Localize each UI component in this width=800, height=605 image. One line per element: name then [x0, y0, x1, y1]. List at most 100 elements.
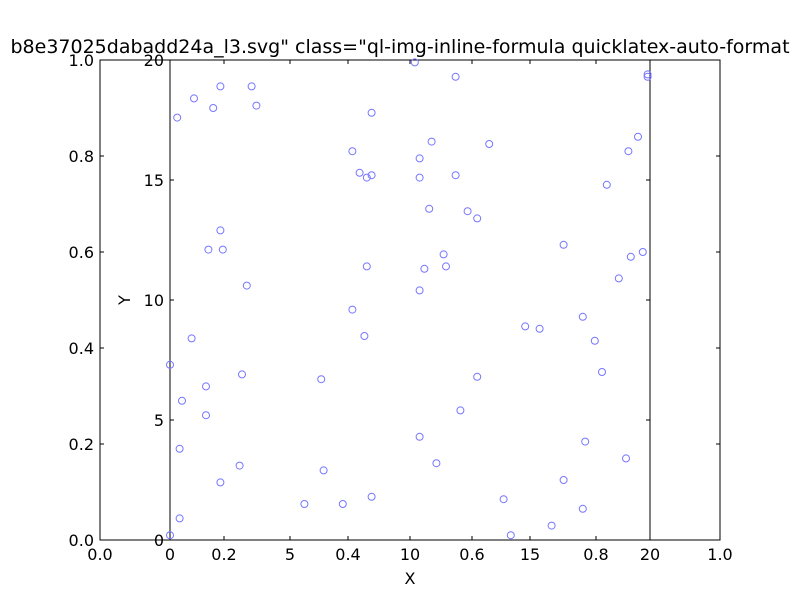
data-point	[499, 495, 508, 504]
data-point	[643, 72, 652, 81]
background-x-tick-label: 0.4	[335, 545, 360, 564]
data-point	[626, 252, 635, 261]
data-point	[175, 514, 184, 523]
data-point	[456, 406, 465, 415]
background-x-tick-label: 1.0	[707, 545, 732, 564]
data-point	[209, 104, 218, 112]
data-point	[415, 286, 424, 295]
data-point	[521, 322, 530, 331]
chart-title: b8e37025dabadd24a_l3.svg" class="ql-img-…	[10, 36, 789, 58]
y-tick-label: 20	[144, 51, 164, 70]
background-x-tick-label: 0.2	[211, 545, 236, 564]
data-point	[634, 132, 642, 141]
data-point	[360, 332, 369, 340]
background-x-tick-label: 0.6	[459, 545, 484, 564]
data-point	[643, 70, 652, 79]
data-point	[547, 521, 556, 530]
data-point	[300, 500, 309, 508]
background-y-tick-label: 0.0	[69, 531, 94, 550]
data-point	[187, 334, 196, 343]
data-point	[252, 101, 261, 110]
data-point	[367, 171, 376, 180]
data-point	[439, 250, 448, 259]
x-tick-label: 10	[400, 545, 420, 564]
data-point	[578, 504, 587, 513]
background-y-tick-label: 1.0	[69, 51, 94, 70]
data-point	[425, 204, 434, 213]
data-point	[506, 531, 515, 540]
data-point	[202, 382, 210, 391]
data-point	[317, 375, 326, 384]
data-point	[367, 492, 376, 501]
data-point	[415, 154, 424, 163]
background-y-tick-label: 0.2	[69, 435, 94, 454]
data-point	[367, 108, 376, 117]
data-point	[427, 137, 436, 146]
data-point	[451, 72, 460, 81]
data-point	[622, 454, 630, 463]
data-point	[473, 372, 482, 381]
x-tick-label: 0	[165, 545, 175, 564]
data-point	[202, 411, 210, 420]
data-point	[581, 437, 590, 446]
data-point	[173, 113, 182, 122]
data-point	[602, 180, 611, 189]
data-point	[442, 262, 450, 271]
data-point	[247, 82, 256, 91]
data-point	[348, 147, 357, 156]
data-point	[432, 459, 441, 468]
data-point	[451, 171, 460, 180]
data-point	[348, 305, 357, 314]
data-point	[598, 368, 606, 376]
y-tick-label: 15	[144, 171, 164, 190]
data-point	[178, 396, 186, 405]
x-axis-label: X	[405, 569, 416, 588]
background-x-tick-label: 0.0	[87, 545, 112, 564]
data-point	[559, 240, 568, 249]
data-point	[485, 140, 494, 148]
data-point	[463, 207, 472, 216]
y-tick-label: 5	[154, 411, 164, 430]
data-point	[319, 466, 328, 475]
data-point	[338, 500, 347, 508]
y-axis-label: Y	[115, 295, 134, 306]
data-point	[355, 168, 364, 177]
data-point	[166, 531, 174, 540]
data-point	[638, 248, 647, 256]
data-point	[415, 173, 424, 182]
data-point	[235, 461, 244, 470]
data-point	[216, 82, 225, 91]
data-point	[535, 324, 544, 333]
data-point	[410, 58, 419, 67]
x-tick-label: 20	[640, 545, 660, 564]
data-point	[362, 173, 371, 182]
y-tick-label: 0	[154, 531, 164, 550]
data-point	[362, 262, 371, 271]
data-point	[175, 444, 184, 453]
data-point	[473, 214, 482, 223]
data-point	[415, 432, 424, 441]
background-y-tick-label: 0.8	[69, 147, 94, 166]
background-y-tick-label: 0.6	[69, 243, 94, 262]
background-y-tick-label: 0.4	[69, 339, 94, 358]
data-point	[614, 274, 623, 283]
data-point	[216, 478, 225, 487]
data-point	[204, 245, 213, 254]
data-point	[190, 94, 198, 103]
data-point	[218, 245, 227, 254]
data-point	[624, 147, 633, 156]
data-point	[242, 281, 251, 290]
data-point	[559, 476, 568, 484]
data-point	[578, 312, 587, 321]
data-point	[420, 264, 429, 273]
data-point	[238, 370, 246, 379]
y-tick-label: 10	[144, 291, 164, 310]
x-tick-label: 15	[520, 545, 540, 564]
data-point	[216, 226, 225, 235]
outer-axes-frame	[99, 59, 721, 541]
data-point	[166, 360, 174, 369]
x-tick-label: 5	[285, 545, 295, 564]
data-point	[590, 336, 599, 345]
